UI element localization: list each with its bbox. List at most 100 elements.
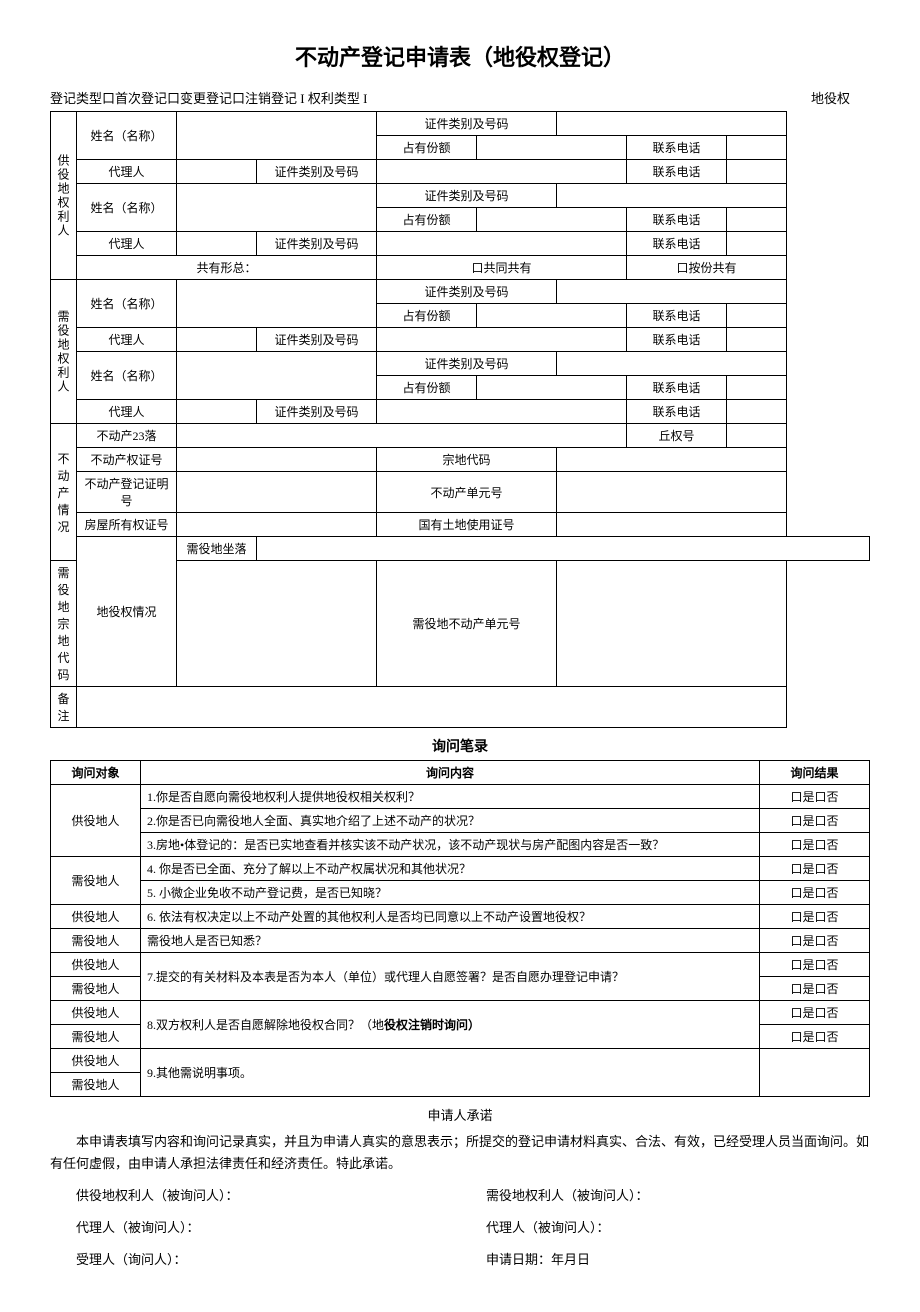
field-xuyi-zongdi[interactable]: [177, 561, 377, 687]
field-agent-phone-3[interactable]: [727, 328, 787, 352]
label-byshare: 口按份共有: [627, 256, 787, 280]
field-agent-id-4[interactable]: [377, 400, 627, 424]
label-phone: 联系电话: [627, 400, 727, 424]
q3: 3.房地•体登记的：是否已实地查看并核实该不动产状况，该不动产现状与房产配图内容…: [141, 833, 760, 857]
label-zongdi: 宗地代码: [377, 448, 557, 472]
field-xuyi-unit[interactable]: [557, 561, 787, 687]
field-share-1[interactable]: [477, 136, 627, 160]
field-idnum-3[interactable]: [557, 280, 787, 304]
label-phone: 联系电话: [627, 328, 727, 352]
label-idnum: 证件类别及号码: [377, 184, 557, 208]
field-xuyi-loc[interactable]: [257, 537, 870, 561]
r6a[interactable]: 口是口否: [760, 905, 870, 929]
field-qiu[interactable]: [727, 424, 787, 448]
field-name-1[interactable]: [177, 112, 377, 160]
label-house-cert: 房屋所有权证号: [77, 513, 177, 537]
sig-xuyi: 需役地权利人（被询问人）：: [460, 1185, 870, 1207]
field-agent-1[interactable]: [177, 160, 257, 184]
label-name: 姓名（名称）: [77, 184, 177, 232]
field-name-2[interactable]: [177, 184, 377, 232]
label-agent-id: 证件类别及号码: [257, 400, 377, 424]
r7b[interactable]: 口是口否: [760, 977, 870, 1001]
r3[interactable]: 口是口否: [760, 833, 870, 857]
subj-gongyi: 供役地人: [51, 785, 141, 857]
q8b-text: 役权注销时询问）: [384, 1018, 480, 1032]
sig-gongyi: 供役地权利人（被询问人）：: [50, 1185, 460, 1207]
col-subject: 询问对象: [51, 761, 141, 785]
q8: 8.双方权利人是否自愿解除地役权合同？（地役权注销时询问）: [141, 1001, 760, 1049]
sig-receiver: 受理人（询问人）：: [50, 1249, 460, 1271]
field-land-cert[interactable]: [557, 513, 787, 537]
label-share: 占有份额: [377, 208, 477, 232]
label-agent: 代理人: [77, 232, 177, 256]
label-prop-cert: 不动产权证号: [77, 448, 177, 472]
r5[interactable]: 口是口否: [760, 881, 870, 905]
r6b[interactable]: 口是口否: [760, 929, 870, 953]
field-agent-id-3[interactable]: [377, 328, 627, 352]
right-type: 地役权: [811, 88, 870, 107]
r8b[interactable]: 口是口否: [760, 1025, 870, 1049]
field-prop-loc[interactable]: [177, 424, 627, 448]
commitment-text: 本申请表填写内容和询问记录真实，并且为申请人真实的意思表示；所提交的登记申请材料…: [50, 1131, 870, 1175]
col-result: 询问结果: [760, 761, 870, 785]
col-content: 询问内容: [141, 761, 760, 785]
field-idnum-2[interactable]: [557, 184, 787, 208]
field-agent-phone-1[interactable]: [727, 160, 787, 184]
field-agent-id-1[interactable]: [377, 160, 627, 184]
label-idnum: 证件类别及号码: [377, 112, 557, 136]
field-unit[interactable]: [557, 472, 787, 513]
field-reg-cert[interactable]: [177, 472, 377, 513]
label-agent: 代理人: [77, 328, 177, 352]
field-agent-phone-2[interactable]: [727, 232, 787, 256]
subj-gongyi: 供役地人: [51, 1001, 141, 1025]
inquiry-header: 询问笔录: [50, 736, 870, 756]
subj-xuyi: 需役地人: [51, 1073, 141, 1097]
r2[interactable]: 口是口否: [760, 809, 870, 833]
subj-gongyi: 供役地人: [51, 953, 141, 977]
r4[interactable]: 口是口否: [760, 857, 870, 881]
field-remarks[interactable]: [77, 687, 787, 728]
label-joint: 口共同共有: [377, 256, 627, 280]
field-agent-2[interactable]: [177, 232, 257, 256]
field-idnum-4[interactable]: [557, 352, 787, 376]
commitment-section: 申请人承诺 本申请表填写内容和询问记录真实，并且为申请人真实的意思表示；所提交的…: [50, 1105, 870, 1272]
label-unit: 不动产单元号: [377, 472, 557, 513]
q5: 5. 小微企业免收不动产登记费，是否已知晓？: [141, 881, 760, 905]
r1[interactable]: 口是口否: [760, 785, 870, 809]
label-share: 占有份额: [377, 376, 477, 400]
field-agent-phone-4[interactable]: [727, 400, 787, 424]
field-zongdi[interactable]: [557, 448, 787, 472]
r7a[interactable]: 口是口否: [760, 953, 870, 977]
field-phone-3[interactable]: [727, 304, 787, 328]
subj-xuyi: 需役地人: [51, 929, 141, 953]
label-idnum: 证件类别及号码: [377, 352, 557, 376]
label-agent-id: 证件类别及号码: [257, 160, 377, 184]
field-share-3[interactable]: [477, 304, 627, 328]
field-phone-2[interactable]: [727, 208, 787, 232]
field-agent-4[interactable]: [177, 400, 257, 424]
label-phone: 联系电话: [627, 232, 727, 256]
field-share-4[interactable]: [477, 376, 627, 400]
app-date: 申请日期：年月日: [460, 1249, 870, 1271]
xuyi-header: 需役地权利人: [51, 280, 77, 424]
field-idnum-1[interactable]: [557, 112, 787, 136]
field-share-2[interactable]: [477, 208, 627, 232]
label-xuyi-loc: 需役地坐落: [177, 537, 257, 561]
field-agent-id-2[interactable]: [377, 232, 627, 256]
label-share: 占有份额: [377, 304, 477, 328]
label-name: 姓名（名称）: [77, 280, 177, 328]
label-phone: 联系电话: [627, 160, 727, 184]
r8a[interactable]: 口是口否: [760, 1001, 870, 1025]
q6a: 6. 依法有权决定以上不动产处置的其他权利人是否均已同意以上不动产设置地役权？: [141, 905, 760, 929]
field-name-4[interactable]: [177, 352, 377, 400]
label-agent-id: 证件类别及号码: [257, 328, 377, 352]
field-phone-4[interactable]: [727, 376, 787, 400]
field-prop-cert[interactable]: [177, 448, 377, 472]
q2: 2.你是否已向需役地人全面、真实地介绍了上述不动产的状况？: [141, 809, 760, 833]
field-agent-3[interactable]: [177, 328, 257, 352]
q9: 9.其他需说明事项。: [141, 1049, 760, 1097]
field-house-cert[interactable]: [177, 513, 377, 537]
r9[interactable]: [760, 1049, 870, 1097]
field-name-3[interactable]: [177, 280, 377, 328]
field-phone-1[interactable]: [727, 136, 787, 160]
